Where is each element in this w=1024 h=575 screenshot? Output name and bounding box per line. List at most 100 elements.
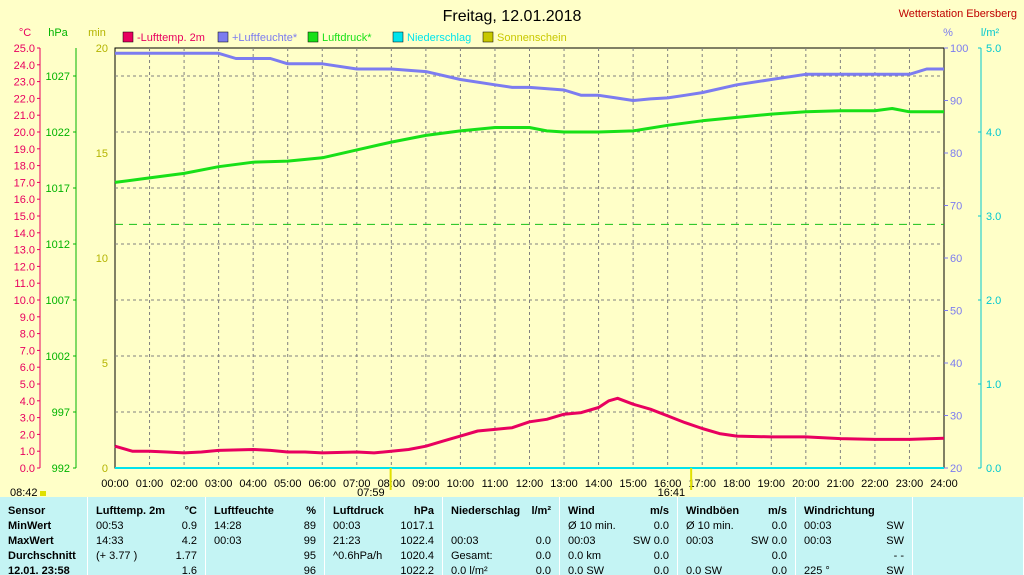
stats-column (913, 497, 1024, 575)
stats-cell: 0.0 (653, 550, 669, 562)
min-tick-label: 5 (102, 358, 108, 370)
stats-cell: Sensor (8, 505, 46, 517)
temp-tick-label: 0.0 (20, 463, 35, 475)
stats-row: 00:03 SW 0.0 (560, 535, 677, 550)
stats-cell: 1020.4 (400, 550, 434, 562)
x-tick-label: 02:00 (170, 478, 198, 490)
chart-title: Freitag, 12.01.2018 (443, 8, 582, 25)
stats-row (443, 520, 559, 535)
stats-column: Wind m/s Ø 10 min. 0.0 00:03 SW 0.0 0.0 km 0.0 0… (560, 497, 678, 575)
stats-row (913, 550, 1023, 565)
temp-tick-label: 12.0 (14, 261, 35, 273)
rain-tick-label: 2.0 (986, 295, 1001, 307)
temp-tick-label: 24.0 (14, 60, 35, 72)
x-tick-label: 19:00 (758, 478, 786, 490)
x-tick-label: 09:00 (412, 478, 440, 490)
stats-cell: 96 (303, 565, 316, 575)
stats-column: Sensor MinWert MaxWert Durchschnitt 12.01. 2… (0, 497, 88, 575)
min-tick-label: 10 (96, 253, 108, 265)
stats-row: 95 (206, 550, 324, 565)
temp-tick-label: 22.0 (14, 93, 35, 105)
stats-cell: Lufttemp. 2m (96, 505, 166, 517)
temp-tick-label: 17.0 (14, 177, 35, 189)
stats-cell: m/s (768, 505, 787, 517)
stats-row: Gesamt: 0.0 (443, 550, 559, 565)
chart-series (40, 51, 945, 496)
stats-row: 12.01. 23:58 (0, 565, 87, 575)
x-tick-label: 06:00 (308, 478, 336, 490)
stats-header-row: Luftdruck hPa (325, 505, 442, 520)
temp-tick-label: 3.0 (20, 413, 35, 425)
legend-label: -Lufttemp. 2m (137, 32, 205, 44)
stats-row: 225 ° SW (796, 565, 912, 575)
stats-cell: 12.01. 23:58 (8, 565, 70, 575)
stats-cell: 14:33 (96, 535, 124, 547)
legend-label: Niederschlag (407, 32, 471, 44)
min-axis-unit: min (88, 27, 106, 39)
stats-cell: Gesamt: (451, 550, 493, 562)
series-line-0 (114, 396, 945, 455)
press-axis-unit: hPa (48, 27, 68, 39)
stats-row: 0.0 SW 0.0 (678, 565, 795, 575)
stats-cell: 21:23 (333, 535, 361, 547)
stats-row: - - (796, 550, 912, 565)
stats-cell: 1.77 (175, 550, 197, 562)
stats-row: 00:03 0.0 (443, 535, 559, 550)
stats-cell: 00:03 (804, 520, 832, 532)
hum-axis-unit: % (943, 27, 953, 39)
stats-row: 21:23 1022.4 (325, 535, 442, 550)
temp-tick-label: 25.0 (14, 43, 35, 55)
stats-cell: 0.0 l/m² (451, 565, 488, 575)
x-tick-label: 03:00 (205, 478, 233, 490)
stats-row: 1.6 (88, 565, 205, 575)
hum-tick-label: 100 (950, 43, 968, 55)
rain-tick-label: 4.0 (986, 127, 1001, 139)
x-tick-label: 23:00 (896, 478, 924, 490)
stats-cell: 0.0 (653, 565, 669, 575)
temp-tick-label: 5.0 (20, 379, 35, 391)
series-line-1 (115, 51, 944, 102)
press-tick-label: 992 (52, 463, 70, 475)
stats-cell: 0.0 (771, 520, 787, 532)
hum-tick-label: 40 (950, 358, 962, 370)
stats-cell: ^0.6hPa/h (333, 550, 383, 562)
temp-tick-label: 19.0 (14, 144, 35, 156)
stats-row: 14:28 89 (206, 520, 324, 535)
stats-row: 00:03 SW 0.0 (678, 535, 795, 550)
stats-cell: - - (893, 550, 904, 562)
stats-row: 1022.2 (325, 565, 442, 575)
stats-header-row: Niederschlag l/m² (443, 505, 559, 520)
stats-cell: 225 ° (804, 565, 830, 575)
temp-tick-label: 18.0 (14, 161, 35, 173)
stats-cell: 4.2 (181, 535, 197, 547)
stats-cell: 0.0 (771, 565, 787, 575)
stats-cell: 0.0 SW (686, 565, 723, 575)
stats-header-row: Lufttemp. 2m °C (88, 505, 205, 520)
temp-tick-label: 11.0 (14, 278, 35, 290)
legend-swatch-4 (482, 31, 494, 43)
stats-cell: 00:03 (214, 535, 242, 547)
x-tick-label: 07:00 (343, 478, 371, 490)
stats-column: Luftfeuchte% 14:28 89 00:03 99 95 96 (206, 497, 325, 575)
stats-cell: MaxWert (8, 535, 54, 547)
x-tick-label: 22:00 (861, 478, 889, 490)
legend-label: Luftdruck* (322, 32, 372, 44)
stats-column: Niederschlag l/m² 00:03 0.0 Gesamt: 0.0 0.0 l/… (443, 497, 560, 575)
temp-tick-label: 8.0 (20, 329, 35, 341)
stats-row (913, 535, 1023, 550)
temp-tick-label: 6.0 (20, 362, 35, 374)
stats-cell: 0.0 (535, 535, 551, 547)
stats-header-row: Luftfeuchte% (206, 505, 324, 520)
rain-axis-unit: l/m² (981, 27, 1000, 39)
stats-cell: 0.0 (535, 565, 551, 575)
stats-header-row: Windrichtung (796, 505, 912, 520)
stats-row: 00:03 1017.1 (325, 520, 442, 535)
temp-tick-label: 4.0 (20, 396, 35, 408)
temp-tick-label: 15.0 (14, 211, 35, 223)
sunrise-time: 07:59 (357, 487, 385, 497)
temp-tick-label: 2.0 (20, 429, 35, 441)
x-tick-label: 01:00 (136, 478, 164, 490)
stats-row: 14:33 4.2 (88, 535, 205, 550)
stats-header-row: Windböen m/s (678, 505, 795, 520)
stats-cell: °C (184, 505, 197, 517)
